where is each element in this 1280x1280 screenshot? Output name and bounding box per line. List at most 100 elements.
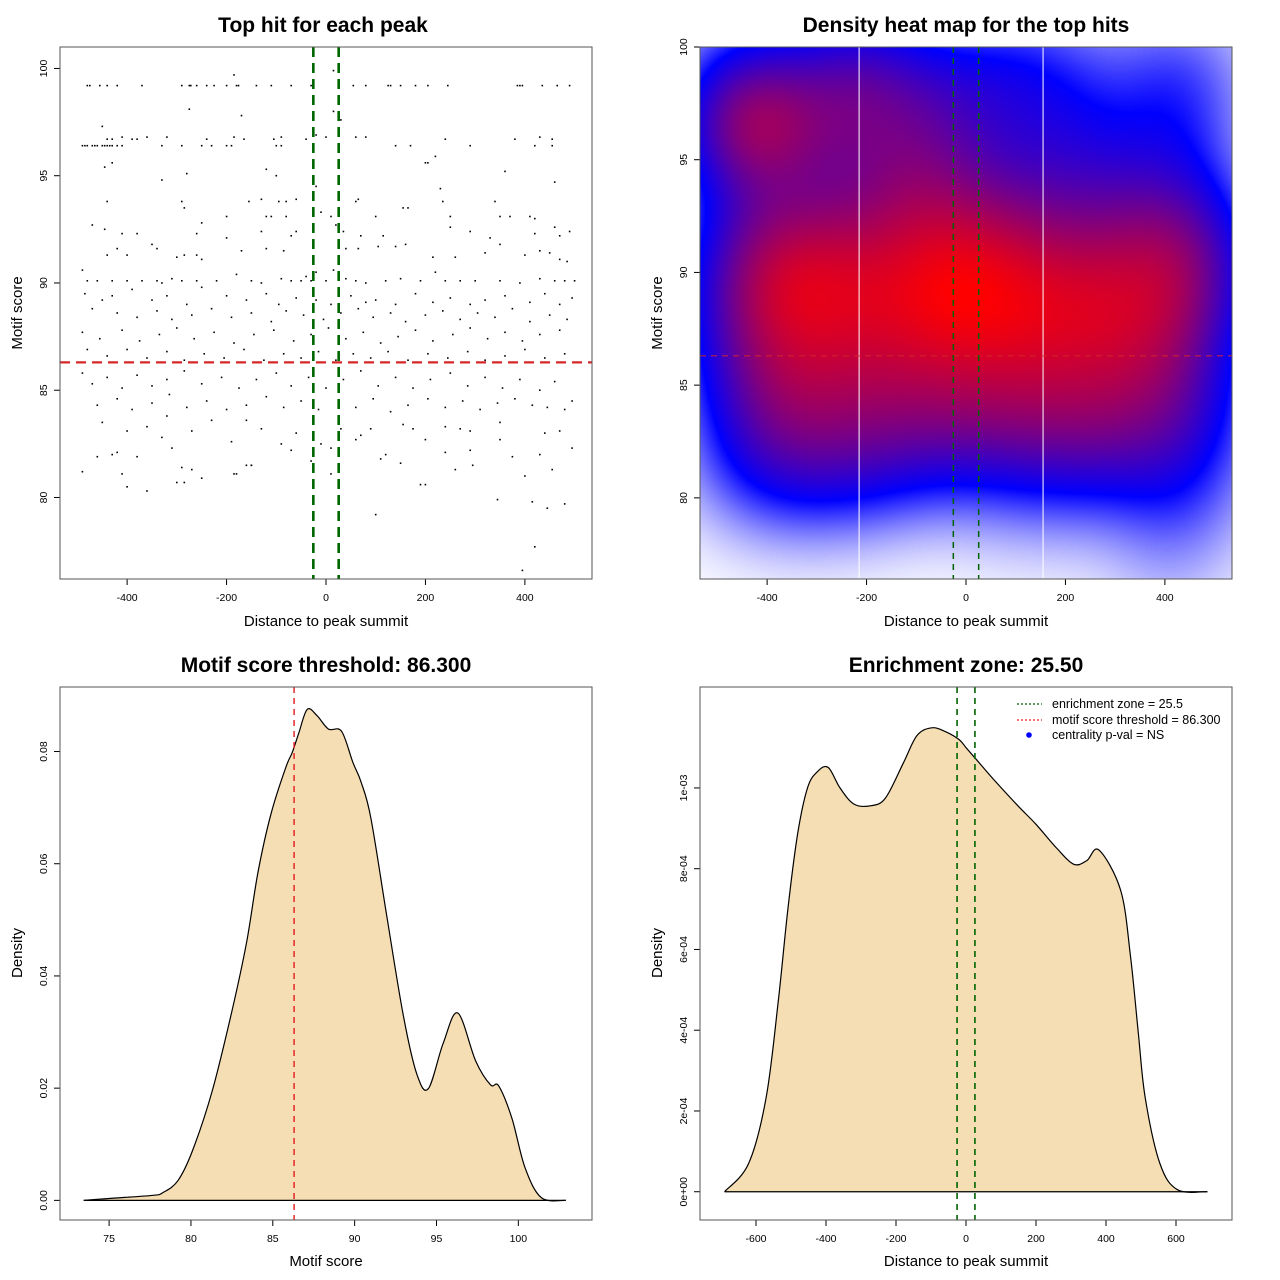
scatter-point	[558, 258, 561, 261]
scatter-point	[568, 230, 571, 233]
scatter-point	[541, 84, 544, 87]
scatter-point	[362, 331, 365, 334]
x-tick-label: 200	[1027, 1233, 1045, 1245]
scatter-point	[449, 215, 452, 218]
scatter-point	[442, 200, 444, 203]
scatter-point	[81, 470, 84, 473]
scatter-point	[166, 378, 168, 381]
scatter-point	[499, 280, 501, 282]
scatter-point	[191, 430, 193, 432]
scatter-point	[200, 477, 203, 479]
scatter-point	[469, 230, 471, 233]
scatter-point	[342, 378, 345, 381]
scatter-point	[116, 451, 118, 454]
scatter-point	[531, 404, 534, 406]
scatter-point	[429, 378, 432, 381]
legend-centrality-label: centrality p-val = NS	[1052, 728, 1164, 742]
scatter-point	[511, 307, 514, 310]
panel-distance-density: Enrichment zone: 25.50 Distance to peak …	[649, 654, 1233, 1270]
scatter-point	[223, 357, 225, 359]
scatter-point	[345, 247, 347, 250]
scatter-point	[200, 258, 203, 261]
scatter-point	[213, 84, 215, 87]
scatter-point	[374, 299, 377, 301]
scatter-point	[310, 333, 312, 336]
scatter-point	[444, 280, 447, 282]
scatter-point	[290, 385, 292, 387]
x-tick-label: -400	[757, 592, 778, 604]
scatter-point	[270, 84, 273, 87]
panel-score-density: Motif score threshold: 86.300 Motif scor…	[9, 654, 593, 1270]
scatter-point	[494, 316, 496, 319]
scatter-point	[335, 224, 337, 226]
scatter-point	[99, 337, 101, 340]
scatter-point	[193, 337, 195, 340]
scatter-point	[131, 408, 133, 411]
scatter-point	[355, 136, 357, 138]
scatter-point	[81, 372, 84, 374]
y-tick-label: 1e-03	[678, 774, 690, 801]
scatter-point	[414, 329, 417, 331]
panel-heatmap: Density heat map for the top hits Distan…	[649, 14, 1233, 630]
scatter-point	[534, 144, 536, 147]
scatter-point	[486, 337, 489, 340]
scatter-point	[265, 215, 268, 218]
scatter-point	[84, 292, 86, 295]
scatter-point	[230, 144, 233, 147]
scatter-point	[168, 393, 171, 396]
scatter-point	[372, 316, 374, 319]
scatter-point	[310, 84, 312, 87]
scatter-point	[447, 84, 449, 87]
x-tick-label: 600	[1167, 1233, 1185, 1245]
scatter-point	[332, 69, 335, 72]
scatter-point	[402, 207, 404, 209]
scatter-point	[352, 84, 355, 87]
scatter-point	[496, 498, 499, 501]
scatter-point	[111, 453, 113, 456]
scatter-point	[121, 144, 123, 147]
panel-scatter: Top hit for each peak Distance to peak s…	[9, 14, 593, 630]
scatter-point	[377, 245, 379, 248]
scatter-point	[484, 252, 486, 254]
scatter-point	[394, 144, 397, 147]
x-tick-label: 200	[417, 592, 435, 604]
scatter-point	[225, 84, 228, 87]
y-tick-label: 6e-04	[678, 936, 690, 963]
scatter-point	[539, 277, 541, 280]
scatter-point	[365, 282, 367, 284]
scatter-point	[278, 303, 280, 306]
scatter-point	[469, 144, 471, 147]
score-density-xlabel: Motif score	[289, 1253, 362, 1270]
scatter-point	[504, 295, 506, 297]
scatter-point	[245, 404, 248, 406]
scatter-point	[270, 320, 273, 323]
scatter-point	[504, 170, 506, 173]
x-tick-label: 400	[1097, 1233, 1115, 1245]
x-tick-label: 400	[516, 592, 534, 604]
scatter-point	[524, 475, 526, 477]
scatter-point	[340, 312, 342, 314]
scatter-point	[372, 398, 374, 400]
scatter-point	[181, 144, 183, 147]
scatter-point	[225, 237, 228, 239]
y-tick-label: 95	[678, 154, 690, 166]
scatter-point	[377, 385, 379, 387]
scatter-point	[384, 280, 387, 282]
scatter-point	[514, 138, 516, 140]
scatter-point	[248, 200, 250, 203]
scatter-point	[151, 402, 153, 404]
heatmap-axes: -400 -200 0 200 400 80 85 90 95 100	[678, 38, 1174, 604]
scatter-point	[340, 428, 342, 430]
scatter-point	[521, 569, 524, 572]
scatter-point	[183, 481, 186, 484]
scatter-point	[315, 134, 317, 136]
scatter-point	[466, 350, 469, 353]
scatter-point	[539, 250, 541, 252]
distance-density-xlabel: Distance to peak summit	[884, 1253, 1049, 1270]
scatter-point	[213, 331, 215, 334]
scatter-point	[315, 185, 317, 188]
scatter-point	[186, 303, 188, 306]
scatter-point	[121, 473, 123, 475]
scatter-point	[285, 200, 287, 203]
scatter-point	[389, 410, 392, 413]
